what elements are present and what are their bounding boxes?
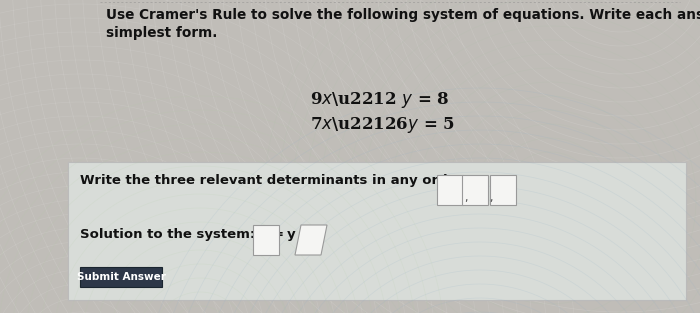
Text: Use Cramer's Rule to solve the following system of equations. Write each answer : Use Cramer's Rule to solve the following… xyxy=(106,8,700,22)
Text: Write the three relevant determinants in any order:: Write the three relevant determinants in… xyxy=(80,174,468,187)
Text: ,: , xyxy=(464,193,468,203)
Text: simplest form.: simplest form. xyxy=(106,26,218,40)
Bar xyxy=(490,175,516,205)
Text: 9$x$\u2212 $y$ = 8: 9$x$\u2212 $y$ = 8 xyxy=(310,90,449,110)
Polygon shape xyxy=(295,225,327,255)
Text: Solution to the system: x =: Solution to the system: x = xyxy=(80,228,284,241)
Bar xyxy=(253,225,279,255)
Text: y =: y = xyxy=(287,228,312,241)
Bar xyxy=(462,175,488,205)
Bar xyxy=(68,162,686,300)
Bar xyxy=(437,175,463,205)
Bar xyxy=(80,267,162,287)
Text: 7$x$\u22126$y$ = 5: 7$x$\u22126$y$ = 5 xyxy=(310,115,455,135)
Text: ,: , xyxy=(489,193,493,203)
Text: Submit Answer: Submit Answer xyxy=(76,272,165,282)
